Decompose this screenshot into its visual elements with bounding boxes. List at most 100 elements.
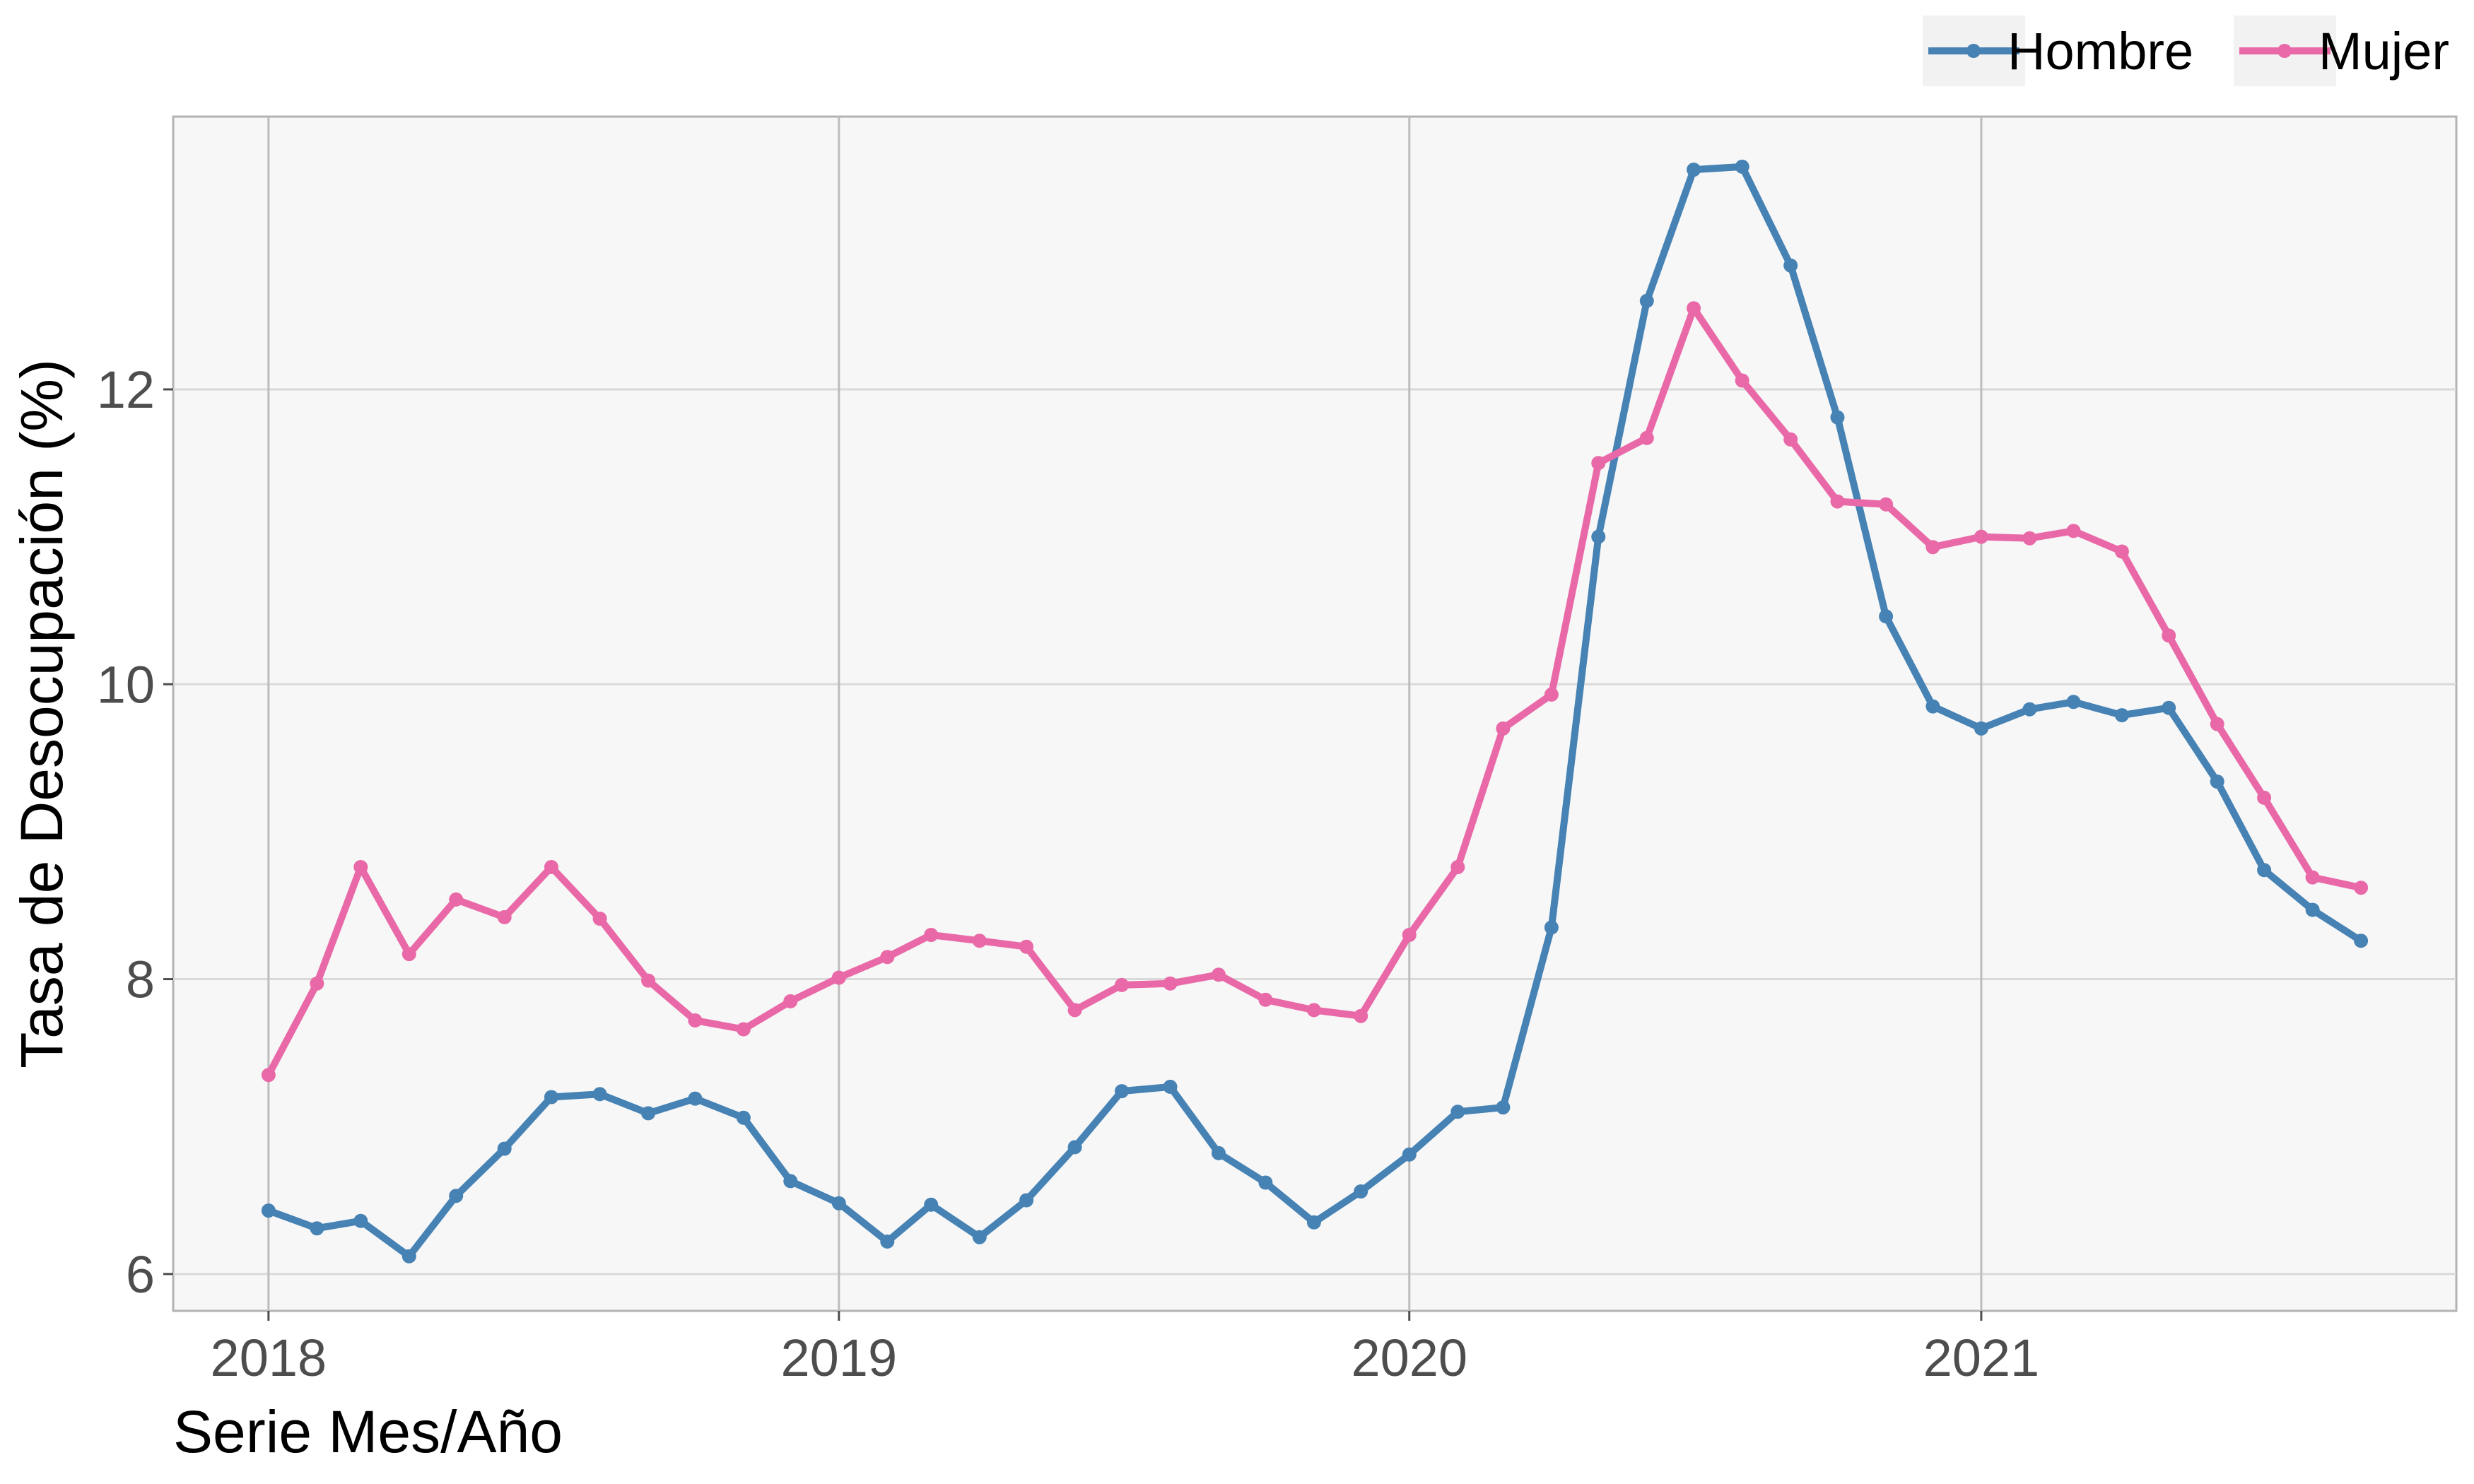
data-point-hombre [924, 1197, 939, 1212]
data-point-mujer [924, 928, 939, 942]
data-point-mujer [1783, 432, 1798, 447]
data-point-mujer [261, 1068, 276, 1083]
data-point-hombre [641, 1106, 656, 1121]
data-point-hombre [783, 1174, 798, 1189]
data-point-hombre [1402, 1147, 1417, 1162]
series-layer [261, 159, 2369, 1264]
data-point-mujer [1879, 497, 1894, 512]
data-point-mujer [880, 950, 895, 965]
data-point-hombre [1735, 159, 1749, 174]
data-point-mujer [1925, 540, 1940, 555]
data-point-hombre [1163, 1079, 1178, 1094]
y-tick-label: 12 [97, 360, 155, 419]
data-point-mujer [449, 892, 464, 907]
data-point-hombre [401, 1249, 416, 1264]
data-point-hombre [449, 1189, 464, 1203]
data-point-hombre [497, 1141, 512, 1156]
data-point-hombre [880, 1234, 895, 1249]
data-point-hombre [831, 1196, 846, 1211]
data-point-mujer [544, 860, 558, 874]
data-point-mujer [1591, 456, 1606, 471]
legend-label-hombre: Hombre [2007, 22, 2193, 81]
data-point-mujer [2257, 790, 2272, 805]
y-tick-label: 6 [126, 1245, 155, 1304]
data-point-hombre [1450, 1105, 1465, 1119]
data-point-hombre [1925, 699, 1940, 714]
x-tick-label: 2018 [211, 1329, 327, 1387]
data-point-mujer [641, 973, 656, 988]
data-point-hombre [2066, 695, 2081, 709]
data-point-hombre [1212, 1146, 1226, 1160]
data-point-mujer [831, 970, 846, 985]
data-point-mujer [2162, 628, 2176, 643]
data-point-mujer [1163, 976, 1178, 991]
data-point-hombre [2305, 902, 2320, 917]
y-tick-label: 8 [126, 950, 155, 1009]
data-point-mujer [2022, 531, 2037, 546]
data-point-hombre [688, 1091, 703, 1106]
data-point-mujer [1115, 977, 1129, 992]
data-point-hombre [2022, 702, 2037, 717]
data-point-mujer [1544, 687, 1559, 702]
data-point-hombre [1115, 1084, 1129, 1099]
data-point-hombre [972, 1230, 987, 1244]
data-point-mujer [401, 947, 416, 962]
data-point-mujer [972, 934, 987, 948]
data-point-hombre [1783, 258, 1798, 273]
data-point-mujer [1258, 992, 1273, 1007]
x-tick-label: 2019 [780, 1329, 897, 1387]
data-point-hombre [592, 1087, 607, 1102]
data-point-hombre [544, 1090, 558, 1105]
legend-key-hombre-point [1966, 44, 1981, 58]
data-point-mujer [310, 976, 324, 991]
y-axis-title: Tasa de Desocupación (%) [8, 359, 75, 1068]
y-tick-label: 10 [97, 655, 155, 714]
data-point-hombre [2114, 708, 2129, 723]
data-point-hombre [1258, 1175, 1273, 1190]
data-point-mujer [783, 994, 798, 1008]
data-point-mujer [1974, 529, 1988, 544]
data-point-hombre [1879, 609, 1894, 624]
data-point-hombre [1354, 1184, 1368, 1199]
data-point-mujer [2114, 544, 2129, 559]
plot-panel [172, 115, 2458, 1312]
data-point-hombre [1544, 920, 1559, 935]
data-point-hombre [2257, 863, 2272, 878]
data-point-hombre [2210, 775, 2224, 789]
data-point-mujer [1067, 1003, 1082, 1018]
data-point-hombre [1830, 410, 1845, 425]
data-point-hombre [310, 1221, 324, 1236]
data-point-mujer [1830, 494, 1845, 509]
data-point-mujer [2066, 524, 2081, 538]
data-point-hombre [1591, 529, 1606, 544]
data-point-mujer [1687, 301, 1701, 316]
data-point-mujer [2354, 881, 2369, 895]
data-point-mujer [688, 1013, 703, 1027]
gridlines [173, 117, 2456, 1311]
data-point-hombre [1974, 721, 1988, 736]
data-point-mujer [1639, 430, 1654, 445]
x-tick-label: 2020 [1351, 1329, 1467, 1387]
data-point-mujer [1019, 939, 1034, 954]
data-point-hombre [2354, 934, 2369, 948]
data-point-mujer [1450, 860, 1465, 874]
data-point-hombre [1019, 1193, 1034, 1208]
data-point-mujer [1306, 1003, 1321, 1018]
data-point-mujer [1402, 928, 1417, 942]
legend-label-mujer: Mujer [2318, 22, 2449, 81]
legend-key-mujer-point [2277, 44, 2292, 58]
data-point-mujer [1735, 373, 1749, 388]
data-point-hombre [2162, 700, 2176, 715]
data-point-mujer [1212, 967, 1226, 982]
data-point-hombre [353, 1213, 368, 1228]
data-point-hombre [1496, 1100, 1511, 1115]
data-point-mujer [2210, 717, 2224, 731]
data-point-mujer [497, 909, 512, 924]
data-point-mujer [736, 1022, 751, 1037]
data-point-mujer [1354, 1008, 1368, 1023]
data-point-hombre [1687, 163, 1701, 177]
data-point-mujer [592, 912, 607, 926]
x-axis-title: Serie Mes/Año [173, 1398, 563, 1465]
data-point-hombre [261, 1203, 276, 1218]
